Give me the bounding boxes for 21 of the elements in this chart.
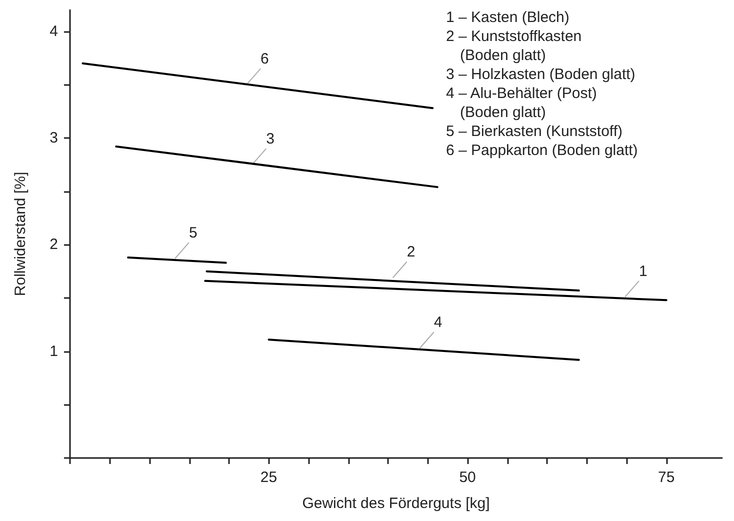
annotation: 3 – Holzkasten (Boden glatt) — [446, 66, 636, 83]
y-tick-label: 2 — [50, 236, 58, 254]
annotation: 4 — [434, 314, 442, 332]
annotation: 6 – Pappkarton (Boden glatt) — [446, 142, 638, 159]
x-tick-label: 25 — [260, 469, 278, 486]
annotation: 1 – Kasten (Blech) — [446, 9, 570, 26]
x-axis-title: Gewicht des Förderguts [kg] — [302, 495, 490, 512]
x-tick-label: 50 — [459, 469, 476, 486]
annotation: 3 — [266, 130, 274, 148]
y-tick-label: 3 — [50, 130, 58, 146]
annotation: 5 – Bierkasten (Kunststoff) — [446, 123, 622, 140]
y-tick-label: 1 — [50, 342, 58, 360]
annotation: 5 — [188, 224, 198, 242]
annotation: 2 — [406, 244, 416, 261]
annotation: 6 — [260, 50, 269, 68]
annotation: 2 – Kunststoffkasten (Boden glatt) — [446, 28, 582, 64]
y-tick-label: 4 — [50, 22, 58, 40]
annotation: 4 – Alu-Behälter (Post) (Boden glatt) — [446, 85, 597, 121]
x-tick-label: 75 — [658, 469, 675, 486]
y-axis-title: Rollwiderstand [%] — [12, 172, 29, 296]
annotation: 1 — [638, 262, 648, 280]
